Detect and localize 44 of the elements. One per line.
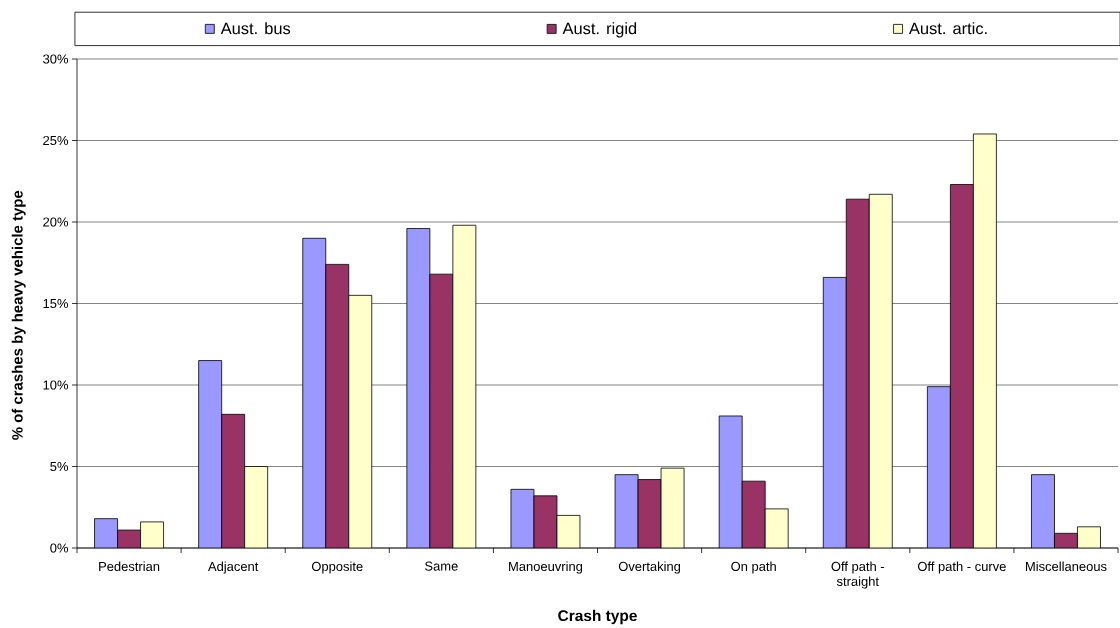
bar — [973, 133, 997, 548]
bar — [406, 228, 430, 548]
legend-label: Aust. artic. — [908, 22, 987, 35]
bar — [950, 184, 974, 548]
x-tick-label: Opposite — [311, 561, 363, 574]
bar — [325, 264, 349, 548]
x-axis-title: Crash type — [558, 609, 637, 625]
x-tick-label: Off path - straight — [831, 561, 885, 589]
bar — [198, 360, 222, 548]
y-tick-label: 0% — [50, 543, 69, 553]
bar — [302, 238, 326, 548]
bar — [1077, 526, 1101, 548]
x-tick-label: Same — [425, 561, 458, 571]
y-tick-label: 10% — [43, 380, 69, 390]
y-axis-title: % of crashes by heavy vehicle type — [11, 190, 26, 440]
legend-label: Aust. rigid — [562, 22, 637, 38]
bar — [348, 295, 372, 548]
bar — [615, 474, 639, 548]
bar — [1031, 474, 1055, 548]
bar — [765, 508, 789, 548]
y-tick-label: 5% — [50, 461, 69, 472]
bar — [869, 194, 893, 548]
y-tick-label: 20% — [43, 217, 69, 227]
bar — [846, 199, 870, 548]
bar — [221, 414, 245, 548]
x-tick-label: Pedestrian — [99, 561, 160, 572]
x-tick-label: On path — [731, 561, 776, 574]
bar — [429, 274, 453, 548]
bar — [719, 415, 743, 548]
bar — [244, 466, 268, 548]
bar — [452, 225, 476, 548]
x-tick-label: Miscellaneous — [1026, 561, 1107, 572]
y-tick-label: 30% — [43, 54, 69, 64]
x-tick-label: Off path - curve — [917, 561, 1006, 574]
x-tick-label: Adjacent — [207, 561, 259, 574]
bar — [823, 277, 847, 548]
legend-label: Aust. bus — [220, 22, 291, 35]
x-tick-label: Manoeuvring — [509, 561, 583, 574]
y-tick-label: 15% — [43, 298, 69, 309]
bar — [742, 481, 766, 548]
bar — [927, 386, 951, 548]
y-tick-label: 25% — [43, 135, 69, 146]
x-tick-label: Overtaking — [618, 561, 681, 574]
bar — [94, 518, 118, 548]
